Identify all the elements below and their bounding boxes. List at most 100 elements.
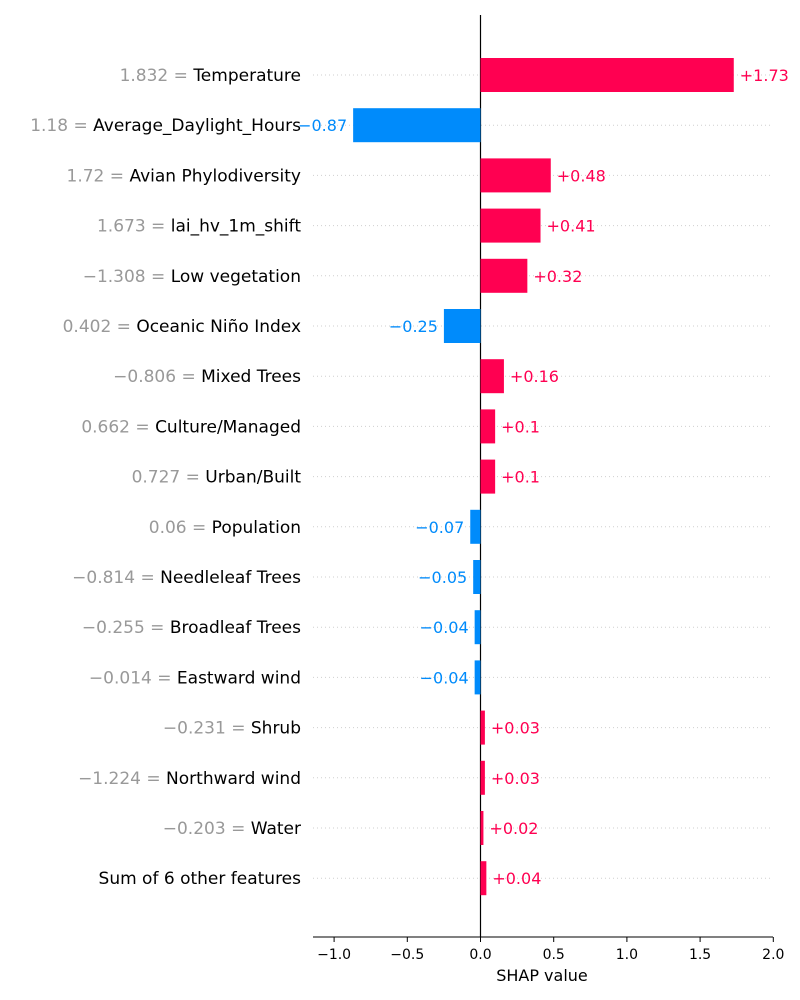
feature-label: 1.832 = Temperature xyxy=(120,66,301,86)
shap-bar xyxy=(480,58,734,92)
shap-value-label: +0.1 xyxy=(501,417,540,436)
shap-bar xyxy=(480,208,541,243)
equals-sign: = xyxy=(187,518,212,538)
feature-label: 1.72 = Avian Phylodiversity xyxy=(67,166,301,186)
feature-value: 0.662 xyxy=(81,417,130,437)
equals-sign: = xyxy=(146,267,171,287)
feature-label: −0.814 = Needleleaf Trees xyxy=(72,568,301,588)
feature-label: 0.06 = Population xyxy=(149,518,301,538)
x-tick-label: 1.0 xyxy=(616,947,638,963)
feature-name: Needleleaf Trees xyxy=(160,568,301,588)
feature-label: −0.014 = Eastward wind xyxy=(89,668,301,688)
shap-bar xyxy=(474,610,481,645)
equals-sign: = xyxy=(135,568,160,588)
equals-sign: = xyxy=(180,468,205,488)
x-tick-label: −0.5 xyxy=(390,947,424,963)
shap-bar xyxy=(480,158,551,193)
equals-sign: = xyxy=(111,317,136,337)
feature-value: −0.203 xyxy=(163,819,226,839)
shap-bar xyxy=(473,560,481,594)
feature-value: −0.014 xyxy=(89,668,152,688)
shap-value-label: +0.04 xyxy=(492,869,541,888)
shap-value-label: +0.41 xyxy=(547,217,596,236)
shap-value-label: +0.16 xyxy=(510,367,559,386)
shap-value-label: −0.04 xyxy=(420,668,469,687)
feature-name: Low vegetation xyxy=(171,267,301,287)
equals-sign: = xyxy=(226,719,251,739)
shap-bar xyxy=(480,811,484,845)
feature-name: Urban/Built xyxy=(205,468,301,488)
x-axis: −1.0 −0.5 0.0 0.5 1.0 1.5 2.0 xyxy=(313,936,784,963)
feature-name: Eastward wind xyxy=(177,668,301,688)
feature-name: Temperature xyxy=(192,66,301,86)
feature-label: 0.727 = Urban/Built xyxy=(132,468,302,488)
feature-name: Population xyxy=(212,518,301,538)
shap-bar xyxy=(474,660,481,695)
feature-name: Average_Daylight_Hours xyxy=(93,116,301,136)
feature-value: −0.231 xyxy=(163,719,226,739)
feature-value: −1.224 xyxy=(78,769,141,789)
equals-sign: = xyxy=(104,166,129,186)
equals-sign: = xyxy=(146,217,171,237)
equals-sign: = xyxy=(176,367,201,387)
equals-sign: = xyxy=(168,66,193,86)
feature-label: −0.231 = Shrub xyxy=(163,719,301,739)
shap-bar xyxy=(480,861,487,896)
shap-value-label: +0.03 xyxy=(491,719,540,738)
feature-name: Oceanic Niño Index xyxy=(136,317,301,337)
feature-name: Sum of 6 other features xyxy=(99,869,302,889)
x-tick-label: 0.0 xyxy=(469,947,491,963)
x-tick-label: 1.5 xyxy=(689,947,711,963)
feature-value: 1.18 xyxy=(30,116,68,136)
feature-name: Water xyxy=(251,819,301,839)
shap-value-label: +1.73 xyxy=(740,66,789,85)
feature-label: −0.203 = Water xyxy=(163,819,301,839)
shap-value-label: +0.32 xyxy=(533,267,582,286)
x-tick-label: 2.0 xyxy=(762,947,784,963)
equals-sign: = xyxy=(152,668,177,688)
feature-name: Avian Phylodiversity xyxy=(129,166,301,186)
shap-value-label: −0.25 xyxy=(389,317,438,336)
shap-bar xyxy=(353,108,481,143)
x-axis-title: SHAP value xyxy=(496,966,588,985)
feature-label: −0.255 = Broadleaf Trees xyxy=(82,618,301,638)
feature-value: 0.06 xyxy=(149,518,187,538)
x-tick-label: −1.0 xyxy=(317,947,351,963)
shap-value-label: +0.48 xyxy=(557,166,606,185)
feature-label: −0.806 = Mixed Trees xyxy=(113,367,301,387)
equals-sign: = xyxy=(141,769,166,789)
feature-value: −0.255 xyxy=(82,618,145,638)
feature-label: 1.18 = Average_Daylight_Hours xyxy=(30,116,301,136)
feature-value: 1.832 xyxy=(120,66,169,86)
shap-bar xyxy=(480,760,485,795)
feature-label: 0.402 = Oceanic Niño Index xyxy=(63,317,301,337)
shap-value-label: −0.05 xyxy=(418,568,467,587)
equals-sign: = xyxy=(226,819,251,839)
feature-name: Shrub xyxy=(251,719,301,739)
shap-bar xyxy=(480,459,496,494)
equals-sign: = xyxy=(130,417,155,437)
x-tick-label: 0.5 xyxy=(543,947,565,963)
shap-bar xyxy=(480,710,485,745)
shap-value-label: +0.1 xyxy=(501,468,540,487)
feature-value: 1.72 xyxy=(67,166,105,186)
feature-name: Culture/Managed xyxy=(155,417,301,437)
feature-name: lai_hv_1m_shift xyxy=(171,217,302,237)
feature-label: 1.673 = lai_hv_1m_shift xyxy=(97,217,301,237)
feature-name: Broadleaf Trees xyxy=(170,618,301,638)
equals-sign: = xyxy=(68,116,93,136)
feature-label: 0.662 = Culture/Managed xyxy=(81,417,301,437)
feature-value: −0.814 xyxy=(72,568,135,588)
shap-bar xyxy=(470,509,481,544)
shap-bar xyxy=(480,359,504,394)
shap-bar xyxy=(443,309,481,343)
feature-label: −1.224 = Northward wind xyxy=(78,769,301,789)
shap-bar xyxy=(480,258,528,293)
equals-sign: = xyxy=(145,618,170,638)
shap-value-label: −0.04 xyxy=(420,618,469,637)
shap-value-label: −0.07 xyxy=(415,518,464,537)
feature-label: −1.308 = Low vegetation xyxy=(83,267,301,287)
feature-value: 0.727 xyxy=(132,468,181,488)
feature-value: 1.673 xyxy=(97,217,146,237)
